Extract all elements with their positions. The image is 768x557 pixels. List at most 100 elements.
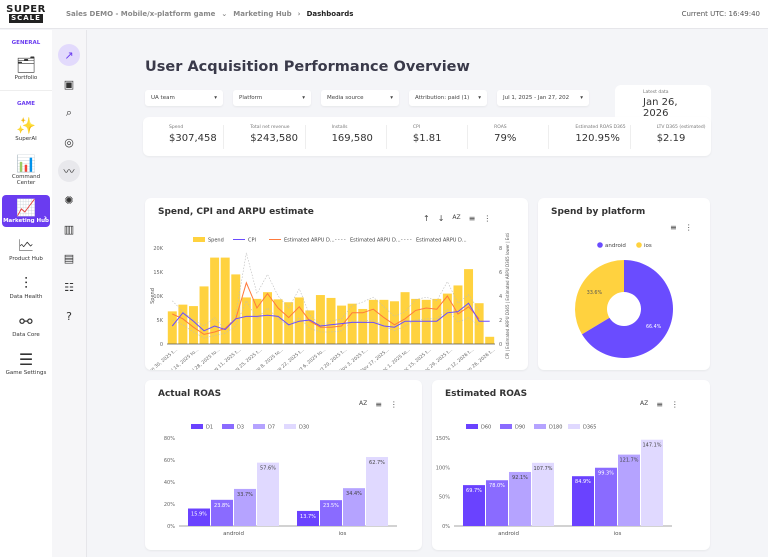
calendar-icon[interactable]: ▣ <box>63 77 75 91</box>
data-label: 23.8% <box>214 503 230 509</box>
cpi-line <box>171 302 490 332</box>
legend-label: android <box>605 243 626 249</box>
estimated-roas-card: Estimated ROAS AZ ≡ ⋮ 0% 50% 100% 150% 69.7% 78… <box>432 380 710 550</box>
caret-down-icon: ▾ <box>580 95 583 101</box>
sort-descending-icon[interactable]: ↓ <box>437 214 445 223</box>
current-utc: Current UTC: 16:49:40 <box>681 10 760 18</box>
y-tick: 50% <box>439 495 450 501</box>
data-label: 15.9% <box>191 512 207 518</box>
y-tick: 100% <box>436 465 451 471</box>
data-label: 121.7% <box>619 458 638 464</box>
chart-title: Spend by platform <box>551 207 646 217</box>
y-tick: 10K <box>153 294 163 300</box>
sparkle-bulb-icon: ✨ <box>16 116 36 135</box>
badge-icon[interactable]: ◎ <box>64 135 74 149</box>
bar-d3-ios <box>320 500 342 526</box>
data-label: 33.7% <box>237 492 253 498</box>
superscale-logo[interactable]: SUPER SCALE <box>6 4 46 23</box>
bar-d3-android <box>211 499 233 526</box>
filter-icon[interactable]: ≡ <box>468 214 476 223</box>
legend-swatch <box>222 424 234 429</box>
data-label: 84.9% <box>575 479 591 485</box>
sidebar-item-superai[interactable]: ✨ SuperAI <box>15 116 37 142</box>
more-options-icon[interactable]: ⋮ <box>670 400 679 409</box>
spend-bar <box>167 311 177 344</box>
sidebar-item-game-settings[interactable]: ☰ Game Settings <box>5 350 47 376</box>
sidebar-item-portfolio[interactable]: 🗂 Portfolio <box>14 55 38 81</box>
x-tick: android <box>498 531 519 537</box>
filter-platform[interactable]: Platform ▾ <box>233 90 311 106</box>
search-icon[interactable]: ⌕ <box>65 106 73 119</box>
slice-label: 66.4% <box>646 324 662 330</box>
spend-bar <box>231 274 241 344</box>
help-icon[interactable]: ? <box>66 309 72 323</box>
y-tick: 0 <box>160 342 163 348</box>
y2-tick: 2 <box>499 318 502 324</box>
filter-icon[interactable]: ≡ <box>375 400 382 409</box>
line-chart-icon[interactable]: 〰 <box>58 160 80 182</box>
legend-label: ios <box>644 243 652 249</box>
y2-tick: 6 <box>499 270 502 276</box>
estimated-roas-chart: 0% 50% 100% 150% 69.7% 78.0% 92.1% 107.7% androi… <box>436 424 672 537</box>
caret-down-icon: ▾ <box>214 95 217 101</box>
data-label: 99.3% <box>598 471 614 477</box>
legend-swatch <box>253 424 265 429</box>
pie-slice-ios <box>575 260 624 335</box>
sidebar-item-data-core[interactable]: ⚯ Data Core <box>12 312 40 338</box>
spend-bar <box>400 292 410 344</box>
breadcrumb-dashboards: Dashboards <box>306 10 354 18</box>
kpi-spend: Spend $307,458 <box>143 124 225 149</box>
legend-label: D60 <box>481 425 491 431</box>
filter-icon[interactable]: ≡ <box>656 400 663 409</box>
filter-media-source[interactable]: Media source ▾ <box>321 90 399 106</box>
filter-icon[interactable]: ≡ <box>670 223 677 232</box>
chart-title: Estimated ROAS <box>445 389 528 399</box>
filter-attribution[interactable]: Attribution: paid (1) ▾ <box>409 90 487 106</box>
sort-az-icon[interactable]: AZ <box>640 400 649 407</box>
more-options-icon[interactable]: ⋮ <box>483 214 492 223</box>
legend-dot <box>636 242 642 248</box>
trend-icon[interactable]: ↗ <box>58 44 80 66</box>
legend-dot <box>597 242 603 248</box>
sort-az-icon[interactable]: AZ <box>452 214 461 221</box>
spend-bar <box>442 293 452 344</box>
breadcrumb-marketing-hub[interactable]: Marketing Hub <box>233 10 292 18</box>
y-tick: 20K <box>153 246 163 252</box>
legend-swatch <box>284 424 296 429</box>
kpi-installs: Installs 169,580 <box>306 124 387 149</box>
spinner-icon[interactable]: ✺ <box>64 193 74 207</box>
chevron-down-icon[interactable]: ⌄ <box>221 10 228 18</box>
sort-ascending-icon[interactable]: ↑ <box>423 214 430 223</box>
marketing-chart-icon: 📈 <box>16 198 36 217</box>
spend-bar <box>188 306 198 344</box>
spend-bar <box>485 336 495 344</box>
report-icon[interactable]: ▤ <box>63 251 75 265</box>
data-label: 23.5% <box>323 503 339 509</box>
sidebar-item-product-hub[interactable]: 🗠 Product Hub <box>9 236 43 262</box>
data-label: 147.1% <box>642 443 661 449</box>
spend-bar <box>210 257 220 344</box>
legend-label: D3 <box>237 425 244 431</box>
filter-date-range[interactable]: Jul 1, 2025 - Jan 27, 202 ▾ <box>497 90 589 106</box>
spend-bar <box>220 257 230 344</box>
breadcrumb-game[interactable]: Sales DEMO - Mobile/x-platform game <box>66 10 216 18</box>
sidebar-item-marketing-hub[interactable]: 📈 Marketing Hub › <box>2 195 50 227</box>
y-tick: 15K <box>153 270 163 276</box>
bar-chart-icon[interactable]: ▥ <box>63 222 75 236</box>
folder-icon: 🗂 <box>15 55 37 74</box>
spend-bar <box>421 299 431 344</box>
data-label: 62.7% <box>369 460 385 466</box>
section-game: GAME <box>16 101 35 107</box>
bar-d1-android <box>188 508 210 526</box>
y2-tick: 0 <box>499 342 502 348</box>
sidebar-item-data-health[interactable]: ⫶ Data Health <box>9 274 43 300</box>
sort-az-icon[interactable]: AZ <box>359 400 368 407</box>
y-tick: 0% <box>442 524 450 530</box>
filter-ua-team[interactable]: UA team ▾ <box>145 90 223 106</box>
document-icon[interactable]: ☷ <box>64 280 74 294</box>
y-tick: 20% <box>164 502 175 508</box>
sidebar-item-command-center[interactable]: 📊 Command Center <box>11 154 41 186</box>
bar-d180-android <box>509 471 531 526</box>
more-options-icon[interactable]: ⋮ <box>389 400 398 409</box>
more-options-icon[interactable]: ⋮ <box>684 223 693 232</box>
